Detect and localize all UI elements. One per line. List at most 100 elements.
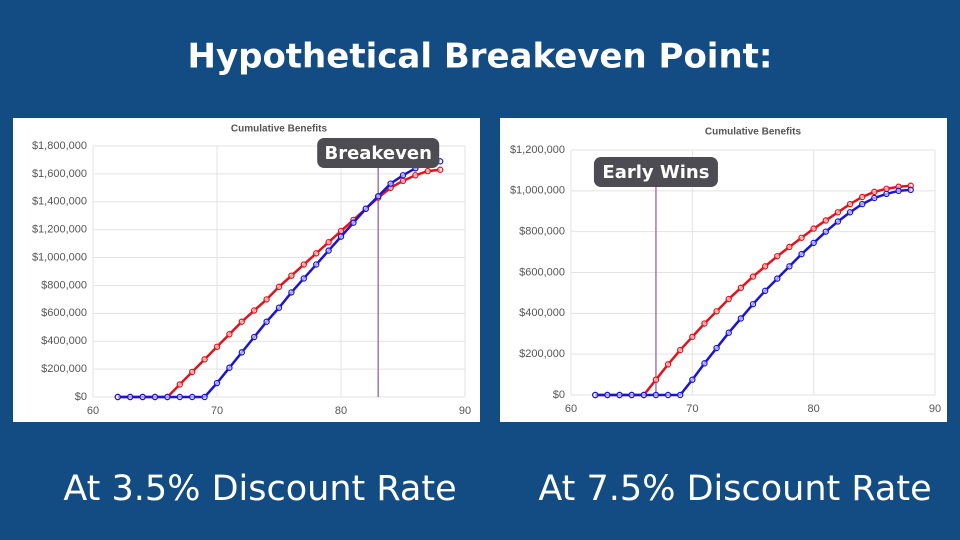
y-tick-label: $400,000 [519, 307, 565, 319]
data-point [871, 194, 878, 202]
data-point [288, 272, 295, 279]
data-point [226, 364, 233, 371]
annotation-box [593, 157, 718, 187]
data-point [761, 287, 769, 295]
chart-background [13, 118, 480, 422]
data-point [871, 188, 878, 196]
x-tick-label: 60 [87, 405, 99, 417]
data-point [226, 331, 233, 338]
data-point [126, 393, 134, 401]
y-tick-label: $600,000 [41, 307, 87, 319]
data-point [677, 346, 684, 354]
data-point [846, 209, 854, 216]
data-point [300, 275, 307, 282]
y-tick-label: $400,000 [41, 335, 87, 347]
y-tick-label: $800,000 [41, 279, 87, 291]
data-point [313, 250, 320, 257]
y-tick-label: $600,000 [519, 266, 565, 278]
data-point [250, 307, 258, 314]
data-point [250, 333, 258, 341]
data-point [883, 185, 890, 192]
x-tick-label: 60 [565, 403, 577, 415]
caption: At 3.5% Discount Rate [63, 469, 456, 509]
data-point [810, 239, 817, 247]
data-point [640, 391, 648, 399]
data-point [325, 239, 332, 246]
data-point [424, 167, 431, 175]
data-point [713, 308, 720, 315]
y-tick-label: $1,200,000 [32, 224, 87, 236]
data-point [725, 329, 732, 336]
data-point [810, 225, 817, 232]
data-point [786, 263, 793, 270]
data-point [798, 250, 805, 258]
data-point [263, 318, 270, 325]
data-point [604, 391, 611, 399]
data-point [399, 177, 407, 185]
y-tick-label: $1,600,000 [32, 168, 87, 180]
data-point [749, 273, 757, 280]
data-point [188, 368, 196, 376]
chart-title: Cumulative Benefits [705, 127, 802, 138]
chart: Cumulative Benefits $0 $200,000 $400,000 $60… [13, 118, 480, 422]
y-tick-label: $0 [75, 391, 87, 403]
data-point [701, 360, 708, 367]
y-tick-label: $1,000,000 [510, 185, 565, 197]
caption: At 7.5% Discount Rate [538, 469, 931, 509]
data-point [288, 289, 295, 296]
data-point [628, 391, 635, 399]
chart: Cumulative Benefits $0 $200,000 $400,000 $60… [500, 118, 947, 422]
x-tick-label: 80 [335, 405, 347, 417]
data-point [325, 247, 332, 254]
data-point [213, 343, 221, 350]
data-point [164, 393, 171, 401]
data-point [313, 261, 320, 268]
data-point [652, 376, 660, 383]
data-point [412, 172, 419, 179]
data-point [834, 209, 842, 216]
data-point [761, 263, 769, 270]
y-tick-label: $0 [553, 389, 565, 401]
data-point [238, 349, 245, 356]
y-tick-label: $1,000,000 [32, 251, 87, 263]
annotation-label: Early Wins [602, 162, 709, 183]
data-point [350, 219, 357, 226]
data-point [895, 187, 902, 195]
chart-background [500, 118, 947, 422]
data-point [846, 200, 854, 208]
x-tick-label: 80 [808, 403, 820, 415]
data-point [275, 283, 283, 291]
data-point [822, 217, 830, 224]
data-point [677, 391, 684, 399]
chart-title: Cumulative Benefits [231, 124, 328, 135]
data-point [774, 275, 781, 282]
x-tick-label: 90 [929, 403, 941, 415]
y-tick-label: $800,000 [519, 226, 565, 238]
data-point [151, 393, 159, 401]
data-point [139, 393, 146, 401]
data-point [737, 315, 745, 322]
x-tick-label: 90 [459, 405, 471, 417]
data-point [786, 243, 793, 251]
data-point [689, 333, 696, 341]
data-point [114, 393, 122, 401]
data-point [362, 205, 369, 212]
data-point [883, 190, 890, 198]
data-point [713, 344, 720, 352]
data-point [213, 379, 221, 387]
data-point [437, 166, 444, 173]
data-point [592, 391, 599, 399]
y-tick-label: $200,000 [41, 363, 87, 375]
data-point [725, 295, 732, 303]
data-point [616, 391, 623, 399]
data-point [399, 172, 407, 179]
data-point [176, 381, 183, 388]
data-point [652, 391, 660, 399]
data-point [664, 391, 672, 399]
data-point [859, 200, 866, 208]
data-point [737, 284, 745, 292]
y-tick-label: $200,000 [519, 348, 565, 360]
data-point [664, 361, 672, 368]
data-point [387, 180, 394, 187]
